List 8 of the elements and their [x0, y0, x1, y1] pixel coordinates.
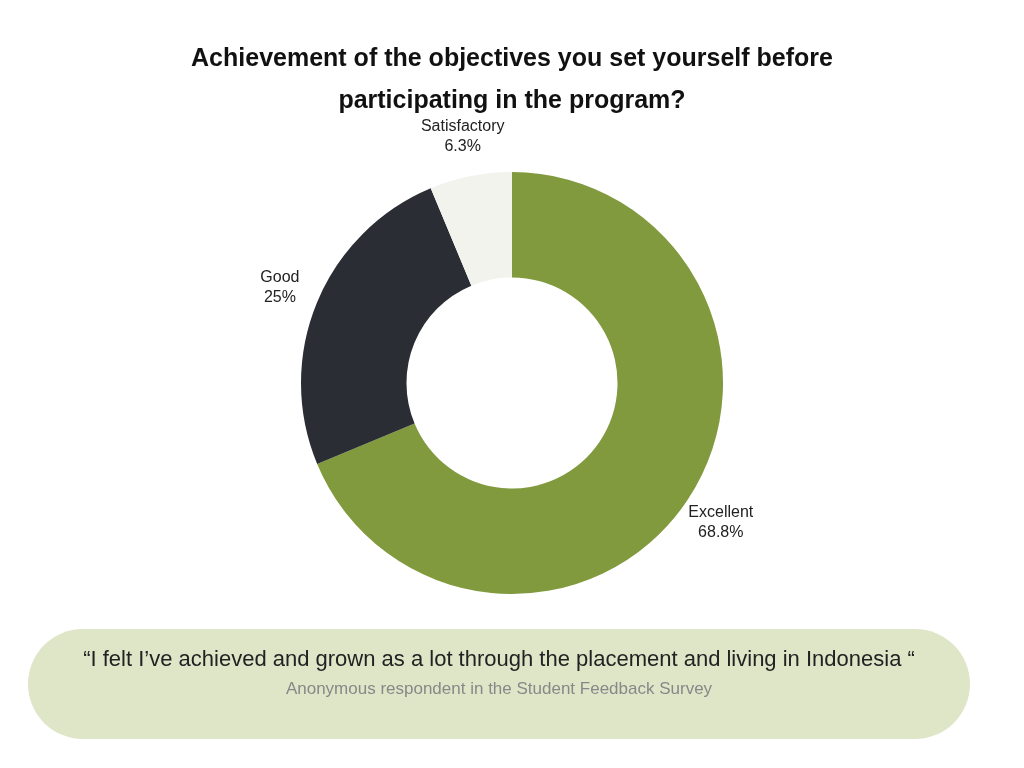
chart-title: Achievement of the objectives you set yourself before participating in the program?: [191, 43, 833, 113]
data-label: 25%: [263, 287, 296, 305]
quote-panel: “I felt I’ve achieved and grown as a lot through the placement and living in Indonesia “ Anonymous respondent in the Student Feedback Survey: [28, 629, 970, 739]
data-label: 6.3%: [444, 137, 481, 155]
slice-label: Good: [260, 267, 300, 285]
slice-label: Excellent: [688, 502, 754, 520]
slice-label: Satisfactory: [420, 117, 505, 135]
data-label: 68.8%: [698, 522, 744, 540]
